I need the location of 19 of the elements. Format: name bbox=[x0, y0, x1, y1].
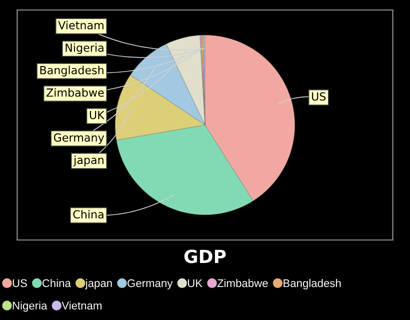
legend-label: Vietnam bbox=[62, 301, 102, 310]
legend-label: US bbox=[12, 279, 27, 288]
legend-label: Zimbabwe bbox=[217, 278, 268, 288]
legend-label: China bbox=[42, 278, 71, 288]
slice-label: Vietnam bbox=[58, 20, 104, 30]
slice-label: Bangladesh bbox=[40, 66, 104, 76]
legend-label: Nigeria bbox=[12, 301, 48, 312]
legend-label: Germany bbox=[128, 279, 173, 290]
slice-label: UK bbox=[90, 110, 105, 120]
slice-label: japan bbox=[73, 156, 104, 166]
slice-label: China bbox=[73, 210, 104, 219]
text: GDP bbox=[184, 250, 226, 264]
legend-label: japan bbox=[85, 278, 112, 290]
slice-label: Germany bbox=[54, 133, 104, 144]
slice-label: Zimbabwe bbox=[46, 88, 104, 97]
slice-label: Nigeria bbox=[66, 43, 104, 54]
legend-label: UK bbox=[188, 279, 202, 288]
legend-label: Bangladesh bbox=[284, 278, 341, 290]
slice-label: US bbox=[312, 92, 326, 101]
